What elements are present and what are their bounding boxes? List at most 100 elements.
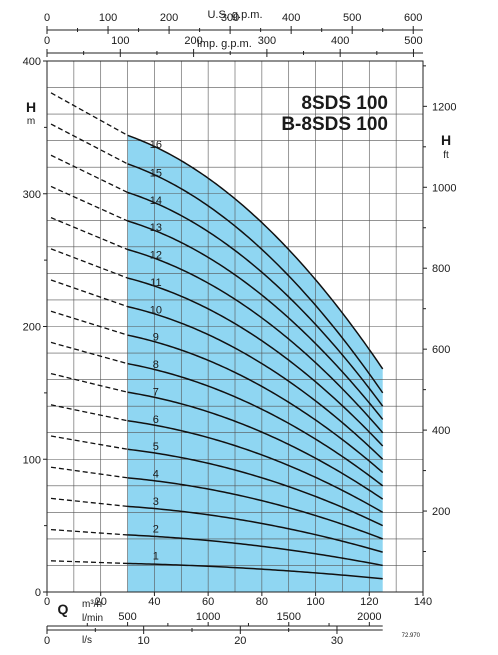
impgpm-tick-label: 300 bbox=[258, 35, 276, 47]
curve-stage-13 bbox=[127, 220, 384, 420]
stage-label-8: 8 bbox=[153, 359, 159, 371]
usgpm-tick-label: 500 bbox=[343, 12, 361, 24]
qls-tick-label: 10 bbox=[138, 635, 150, 647]
hft-tick-label: 600 bbox=[432, 344, 450, 356]
stage-label-14: 14 bbox=[150, 195, 162, 207]
hm-tick-label: 100 bbox=[23, 454, 41, 466]
impgpm-tick-label: 500 bbox=[404, 35, 422, 47]
usgpm-tick-label: 100 bbox=[99, 12, 117, 24]
usgpm-tick-label: 600 bbox=[404, 12, 422, 24]
hft-tick-label: 1000 bbox=[432, 182, 456, 194]
qm3h-tick-label: 40 bbox=[148, 596, 160, 608]
curve-stage-14 bbox=[127, 191, 384, 407]
curve-extension-5 bbox=[50, 435, 128, 450]
curve-extension-7 bbox=[50, 372, 128, 393]
stage-label-2: 2 bbox=[153, 523, 159, 535]
curve-extension-1 bbox=[50, 560, 128, 565]
hft-axis-symbol: H bbox=[441, 132, 451, 148]
usgpm-axis-label: U.S. g.p.m. bbox=[207, 9, 262, 21]
stage-label-7: 7 bbox=[153, 386, 159, 398]
curve-stage-2 bbox=[127, 534, 383, 567]
hm-tick-label: 200 bbox=[23, 322, 41, 334]
usgpm-tick-label: 0 bbox=[44, 12, 50, 24]
impgpm-tick-label: 100 bbox=[111, 35, 129, 47]
qlmin-axis-label: l/min bbox=[82, 613, 103, 624]
curve-extension-16 bbox=[50, 92, 128, 136]
curve-extension-14 bbox=[50, 154, 128, 194]
qls-tick-label: 30 bbox=[331, 635, 343, 647]
stage-label-10: 10 bbox=[150, 304, 162, 316]
curve-stage-5 bbox=[127, 448, 384, 527]
curve-extension-6 bbox=[50, 404, 128, 422]
hft-tick-label: 400 bbox=[432, 425, 450, 437]
stage-label-1: 1 bbox=[153, 551, 159, 563]
qm3h-tick-label: 60 bbox=[202, 596, 214, 608]
qls-tick-label: 0 bbox=[44, 635, 50, 647]
qlmin-tick-label: 2000 bbox=[357, 611, 381, 623]
curve-stage-9 bbox=[127, 334, 384, 474]
qm3h-tick-label: 20 bbox=[95, 596, 107, 608]
usgpm-tick-label: 200 bbox=[160, 12, 178, 24]
qm3h-tick-label: 140 bbox=[414, 596, 432, 608]
hft-tick-label: 800 bbox=[432, 263, 450, 275]
curve-stage-11 bbox=[127, 277, 384, 447]
stage-label-9: 9 bbox=[153, 332, 159, 344]
usgpm-tick-label: 300 bbox=[221, 12, 239, 24]
curve-stage-10 bbox=[127, 305, 384, 460]
stage-label-4: 4 bbox=[153, 469, 159, 481]
operating-range-area bbox=[127, 135, 383, 592]
hm-tick-label: 0 bbox=[35, 587, 41, 599]
curve-extension-2 bbox=[50, 528, 128, 536]
impgpm-tick-label: 400 bbox=[331, 35, 349, 47]
impgpm-tick-label: 200 bbox=[184, 35, 202, 47]
stage-label-13: 13 bbox=[150, 222, 162, 234]
footnote-code: 72.970 bbox=[402, 633, 421, 639]
curve-extension-10 bbox=[50, 279, 128, 308]
chart-title-line-2: B-8SDS 100 bbox=[281, 114, 388, 135]
curve-stage-6 bbox=[127, 420, 384, 513]
qlmin-tick-label: 1500 bbox=[277, 611, 301, 623]
hm-axis-unit: m bbox=[27, 116, 35, 127]
stage-label-6: 6 bbox=[153, 414, 159, 426]
qls-tick-label: 20 bbox=[234, 635, 246, 647]
curve-extension-3 bbox=[50, 497, 128, 508]
curve-extension-9 bbox=[50, 310, 128, 336]
qlmin-tick-label: 1000 bbox=[196, 611, 220, 623]
curve-stage-15 bbox=[127, 163, 384, 394]
curve-extension-11 bbox=[50, 248, 128, 279]
qm3h-axis-label: m³/h bbox=[82, 599, 102, 610]
curve-stage-8 bbox=[127, 362, 384, 487]
curve-stage-7 bbox=[127, 391, 384, 500]
q-axis-symbol: Q bbox=[58, 601, 69, 617]
curve-stage-3 bbox=[127, 505, 383, 553]
curve-extension-4 bbox=[50, 466, 128, 479]
hm-tick-label: 300 bbox=[23, 189, 41, 201]
stage-label-16: 16 bbox=[150, 139, 162, 151]
hft-tick-label: 200 bbox=[432, 506, 450, 518]
curve-stage-1 bbox=[127, 562, 383, 580]
impgpm-tick-label: 0 bbox=[44, 35, 50, 47]
impgpm-axis-label: Imp. g.p.m. bbox=[197, 38, 252, 50]
qm3h-tick-label: 100 bbox=[306, 596, 324, 608]
qlmin-tick-label: 500 bbox=[118, 611, 136, 623]
chart-title-line-1: 8SDS 100 bbox=[301, 93, 388, 114]
usgpm-tick-label: 400 bbox=[282, 12, 300, 24]
qm3h-tick-label: 0 bbox=[44, 596, 50, 608]
stage-label-3: 3 bbox=[153, 496, 159, 508]
curve-stage-12 bbox=[127, 248, 384, 434]
curve-extension-15 bbox=[50, 123, 128, 165]
stage-label-12: 12 bbox=[150, 250, 162, 262]
curve-extension-8 bbox=[50, 341, 128, 365]
hft-axis-unit: ft bbox=[443, 150, 449, 161]
hft-tick-label: 1200 bbox=[432, 101, 456, 113]
curve-extension-13 bbox=[50, 185, 128, 222]
stage-label-15: 15 bbox=[150, 167, 162, 179]
hm-axis-symbol: H bbox=[26, 99, 36, 115]
qm3h-tick-label: 80 bbox=[256, 596, 268, 608]
curve-extension-12 bbox=[50, 217, 128, 251]
stage-label-11: 11 bbox=[150, 277, 161, 289]
curve-stage-4 bbox=[127, 477, 383, 540]
hm-tick-label: 400 bbox=[23, 56, 41, 68]
curve-stage-16 bbox=[127, 134, 384, 370]
